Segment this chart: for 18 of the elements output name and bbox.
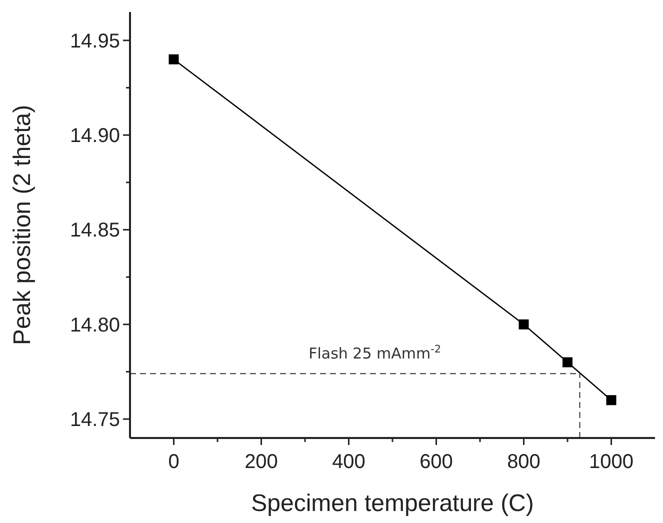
point [606,395,616,406]
x-tick-label: 400 [332,451,366,473]
x-tick-label: 600 [420,451,453,473]
x-axis-title: Specimen temperature (C) [251,490,534,517]
point [518,319,529,330]
x-tick-label: 800 [507,451,540,473]
point [562,357,572,368]
x-tick-label: 1000 [589,451,634,473]
x-tick-label: 200 [244,451,278,473]
y-axis-title: Peak position (2 theta) [9,104,36,346]
y-tick-label: 14.75 [70,409,120,432]
x-tick-label: 0 [168,451,180,473]
y-tick-label: 14.95 [70,30,120,52]
ref-line-label: Flash 25 mAmm$^{-2}$ [308,344,442,363]
y-tick-label: 14.80 [70,314,120,336]
y-tick-label: 14.85 [70,220,120,242]
point [168,54,179,64]
y-tick-label: 14.90 [70,125,120,148]
